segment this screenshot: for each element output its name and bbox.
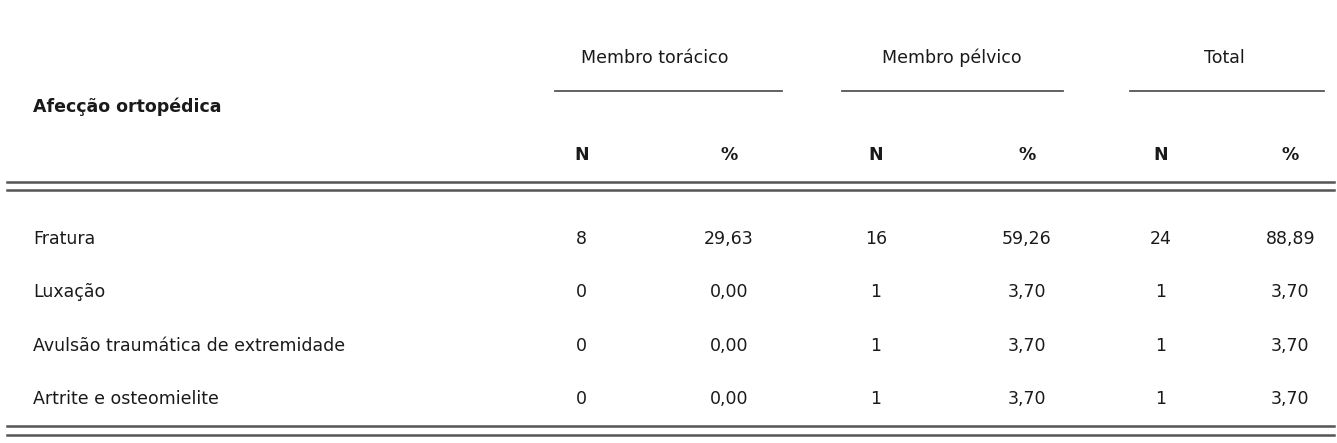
Text: 29,63: 29,63 — [703, 230, 754, 248]
Text: %: % — [1282, 146, 1298, 164]
Text: 3,70: 3,70 — [1271, 337, 1309, 354]
Text: 8: 8 — [576, 230, 587, 248]
Text: Fratura: Fratura — [33, 230, 96, 248]
Text: Membro pélvico: Membro pélvico — [882, 48, 1021, 67]
Text: 3,70: 3,70 — [1271, 390, 1309, 408]
Text: Artrite e osteomielite: Artrite e osteomielite — [33, 390, 219, 408]
Text: 16: 16 — [865, 230, 886, 248]
Text: Avulsão traumática de extremidade: Avulsão traumática de extremidade — [33, 337, 345, 354]
Text: 3,70: 3,70 — [1008, 337, 1046, 354]
Text: 1: 1 — [1155, 284, 1166, 301]
Text: 0,00: 0,00 — [710, 284, 747, 301]
Text: 24: 24 — [1150, 230, 1171, 248]
Text: %: % — [721, 146, 737, 164]
Text: 0,00: 0,00 — [710, 337, 747, 354]
Text: N: N — [1154, 146, 1167, 164]
Text: 3,70: 3,70 — [1271, 284, 1309, 301]
Text: 0: 0 — [576, 390, 587, 408]
Text: 0,00: 0,00 — [710, 390, 747, 408]
Text: Afecção ortopédica: Afecção ortopédica — [33, 97, 222, 116]
Text: N: N — [575, 146, 588, 164]
Text: Membro torácico: Membro torácico — [582, 49, 729, 66]
Text: 3,70: 3,70 — [1008, 284, 1046, 301]
Text: 88,89: 88,89 — [1265, 230, 1316, 248]
Text: Total: Total — [1205, 49, 1245, 66]
Text: 1: 1 — [870, 337, 881, 354]
Text: 0: 0 — [576, 337, 587, 354]
Text: N: N — [869, 146, 882, 164]
Text: 1: 1 — [1155, 390, 1166, 408]
Text: 1: 1 — [870, 284, 881, 301]
Text: 3,70: 3,70 — [1008, 390, 1046, 408]
Text: 1: 1 — [1155, 337, 1166, 354]
Text: 59,26: 59,26 — [1001, 230, 1052, 248]
Text: Luxação: Luxação — [33, 284, 106, 301]
Text: 0: 0 — [576, 284, 587, 301]
Text: %: % — [1019, 146, 1035, 164]
Text: 1: 1 — [870, 390, 881, 408]
